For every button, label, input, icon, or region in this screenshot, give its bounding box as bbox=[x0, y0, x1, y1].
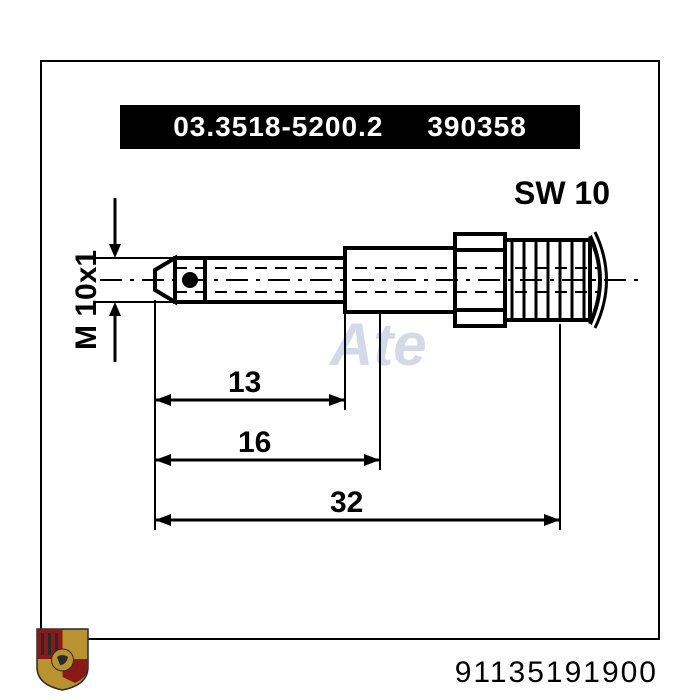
wrench-size-label: SW 10 bbox=[514, 175, 610, 212]
thread-spec-label: M 10x1 bbox=[70, 250, 104, 350]
brand-logo-icon bbox=[35, 627, 90, 692]
footer-part-number: 91135191900 bbox=[455, 656, 658, 690]
dim-32-label: 32 bbox=[330, 486, 363, 520]
drawing-svg bbox=[0, 0, 700, 700]
diagram-canvas: 03.3518-5200.2 390358 bbox=[0, 0, 700, 700]
dim-16-label: 16 bbox=[238, 426, 271, 460]
dim-13-label: 13 bbox=[228, 366, 261, 400]
